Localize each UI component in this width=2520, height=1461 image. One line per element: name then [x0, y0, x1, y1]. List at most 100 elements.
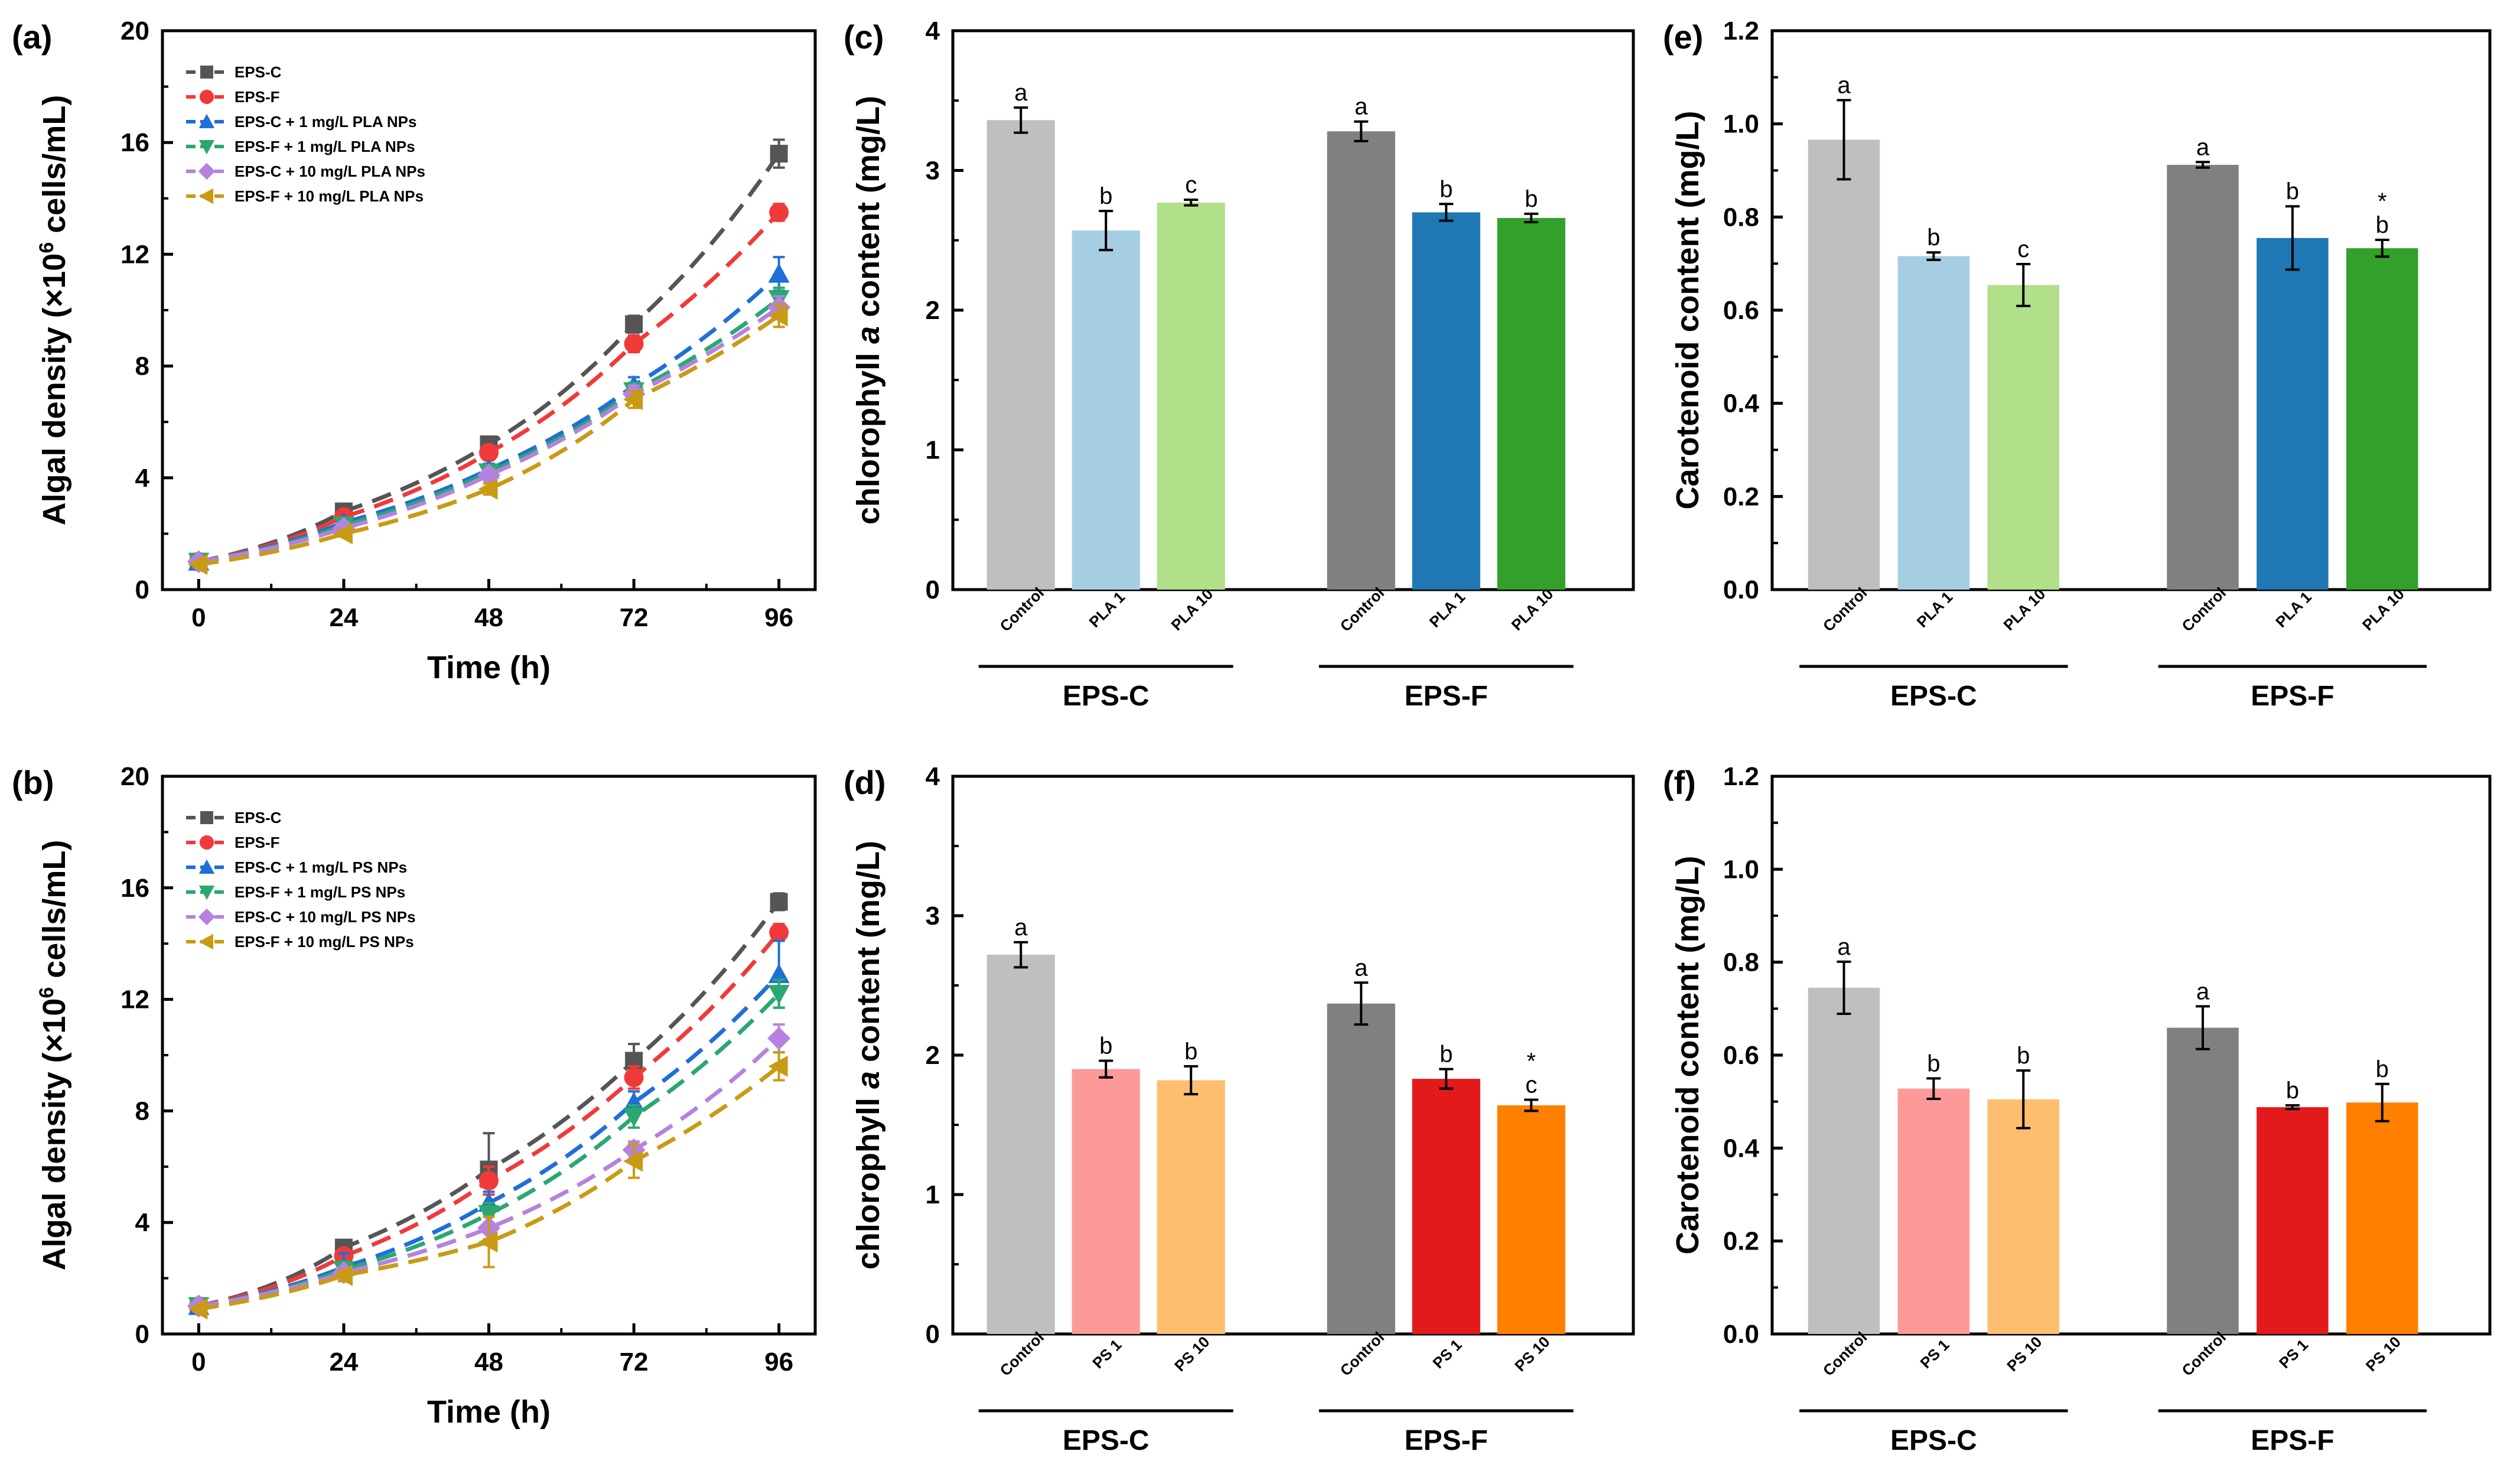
bar: [1497, 218, 1565, 590]
significance-label: b: [1440, 1042, 1453, 1068]
bar: [2346, 1102, 2418, 1334]
group-label: EPS-F: [1405, 681, 1488, 712]
group-label: EPS-F: [1405, 1425, 1488, 1456]
y-tick-label: 1: [926, 436, 940, 465]
x-tick-label: 0: [191, 603, 206, 632]
y-tick-label: 0: [135, 1320, 149, 1349]
significance-label: c: [1185, 172, 1197, 198]
y-tick-label: 1.2: [1723, 762, 1759, 791]
x-tick-label: 96: [764, 1348, 793, 1377]
legend-marker: [198, 909, 216, 926]
significance-label: a: [2196, 978, 2210, 1004]
legend-marker: [198, 163, 216, 180]
bar-group: a: [1327, 94, 1395, 590]
legend-label: EPS-C: [235, 809, 282, 827]
bar-group: b: [1898, 1050, 1970, 1334]
panel-label: (b): [12, 764, 54, 801]
significance-label: b: [2286, 178, 2299, 204]
series-line: [198, 274, 779, 562]
x-tick-label: 96: [764, 603, 793, 632]
significance-label: b: [2017, 1043, 2030, 1069]
legend-marker: [200, 66, 213, 79]
bar-group: a: [987, 915, 1055, 1334]
y-tick-label: 3: [926, 157, 940, 186]
legend-label: EPS-F: [235, 88, 280, 106]
legend-label: EPS-F + 1 mg/L PS NPs: [235, 883, 405, 901]
significance-star: *: [1526, 1049, 1536, 1075]
y-tick-label: 1: [926, 1180, 940, 1209]
y-tick-label: 4: [926, 17, 940, 45]
y-tick-label: 0: [926, 1320, 940, 1349]
y-tick-label: 1.0: [1723, 855, 1759, 884]
group-label: EPS-C: [1890, 1425, 1977, 1456]
group-label: EPS-C: [1890, 681, 1977, 712]
bar: [2346, 248, 2418, 590]
category-label: Control: [997, 1328, 1048, 1379]
category-label: PLA 1: [1426, 588, 1469, 631]
significance-label: b: [1099, 183, 1112, 209]
bar: [1988, 1099, 2060, 1334]
bar-chart-2: 0 1 2 3 4 a Control b PLA 1 c PLA 10 a Control b PLA 1…: [844, 17, 1633, 712]
bar-group: a: [1327, 955, 1395, 1334]
x-tick-label: 24: [329, 1348, 358, 1377]
bar: [1988, 285, 2060, 590]
category-label: PLA 10: [2359, 585, 2408, 634]
category-label: PS 10: [1511, 1333, 1553, 1375]
bar: [1327, 131, 1395, 590]
data-point: [769, 263, 790, 283]
bar-group: b: [1412, 1042, 1480, 1334]
y-tick-label: 12: [121, 240, 149, 269]
legend-label: EPS-C + 1 mg/L PS NPs: [235, 858, 407, 876]
y-tick-label: 0.6: [1723, 296, 1759, 325]
y-tick-label: 4: [926, 762, 940, 791]
significance-label: a: [1355, 94, 1368, 120]
x-axis-title: Time (h): [427, 1394, 551, 1430]
significance-star: *: [2378, 188, 2387, 214]
legend-label: EPS-F: [235, 834, 280, 851]
legend-marker: [200, 835, 214, 850]
category-label: PLA 1: [1913, 588, 1956, 631]
y-tick-label: 0.2: [1723, 1227, 1759, 1256]
panel-label: (c): [844, 18, 884, 56]
y-tick-label: 20: [121, 17, 149, 45]
bar-group: b: [1412, 176, 1480, 590]
category-label: PLA 1: [1086, 588, 1129, 631]
category-label: PS 1: [1916, 1336, 1952, 1372]
bar-group: c: [1157, 172, 1225, 590]
x-tick-label: 72: [620, 603, 649, 632]
y-tick-label: 8: [135, 1096, 149, 1125]
bar-group: c*: [1497, 1049, 1565, 1334]
bar-group: b: [2346, 1056, 2418, 1334]
significance-label: b: [1184, 1039, 1197, 1065]
panel-label: (e): [1663, 18, 1703, 56]
y-tick-label: 0.4: [1723, 1134, 1760, 1163]
group-label: EPS-F: [2251, 1425, 2334, 1456]
legend-label: EPS-C + 1 mg/L PLA NPs: [235, 113, 416, 131]
legend-marker: [199, 934, 213, 949]
category-label: PLA 10: [1167, 585, 1216, 634]
y-tick-label: 2: [926, 1041, 940, 1070]
bar-group: a: [2167, 134, 2239, 590]
bar-group: b: [1898, 224, 1970, 590]
data-point: [770, 145, 788, 162]
y-axis-title: Carotenoid content (mg/L): [1670, 111, 1705, 510]
significance-label: b: [1927, 224, 1940, 250]
data-point: [769, 923, 789, 942]
bar-group: a: [1808, 72, 1880, 590]
category-label: PS 10: [2362, 1333, 2404, 1375]
bar: [2257, 1107, 2329, 1334]
category-label: PLA 1: [2272, 588, 2315, 631]
y-tick-label: 1.0: [1723, 110, 1759, 139]
bar: [1072, 230, 1140, 590]
category-label: PLA 10: [1508, 585, 1557, 634]
data-point: [769, 203, 789, 222]
bar: [2167, 1028, 2239, 1334]
bar-group: b: [1497, 186, 1565, 590]
y-tick-label: 1.2: [1723, 17, 1759, 45]
y-tick-label: 0: [926, 575, 940, 604]
significance-label: b: [2376, 212, 2389, 238]
significance-label: a: [2196, 134, 2210, 160]
y-tick-label: 0.6: [1723, 1041, 1759, 1070]
category-label: Control: [2178, 584, 2229, 635]
y-axis-title: Carotenoid content (mg/L): [1670, 856, 1705, 1255]
